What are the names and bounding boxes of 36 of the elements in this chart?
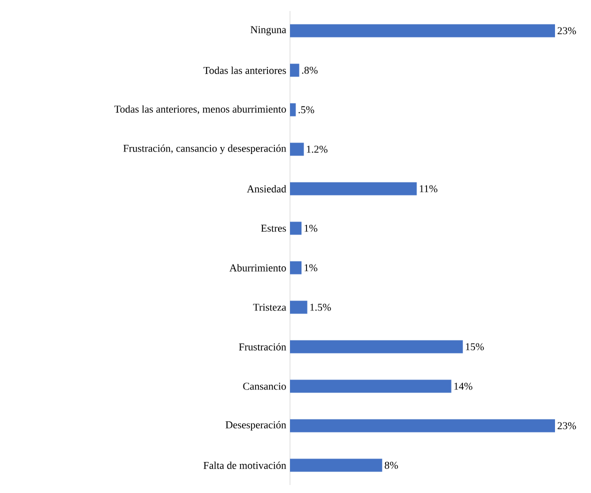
data-label: 1%	[304, 264, 318, 272]
data-label: .5%	[298, 106, 314, 114]
data-label: 8%	[384, 462, 398, 469]
y-tick-label: Tristeza	[253, 304, 286, 311]
bar	[290, 300, 308, 314]
bar	[290, 142, 304, 156]
bar	[290, 64, 300, 77]
y-tick-label: Estres	[261, 224, 286, 232]
y-tick-label: Todas las anteriores, menos aburrimiento	[114, 105, 286, 114]
bar	[290, 182, 417, 196]
data-label: 11%	[420, 185, 438, 192]
y-tick-label: Frustración	[238, 343, 286, 350]
y-tick-label: Ninguna	[250, 26, 286, 36]
y-tick-label: Frustración, cansancio y desesperación	[123, 144, 286, 154]
data-label: 1.5%	[310, 304, 331, 311]
bar	[290, 419, 556, 432]
data-label: 14%	[454, 382, 472, 390]
data-label: 1.2%	[306, 146, 328, 153]
y-tick-label: Aburrimiento	[229, 264, 286, 272]
bar	[290, 222, 302, 235]
bar	[290, 261, 302, 274]
data-label: .8%	[302, 66, 318, 74]
bar	[290, 458, 382, 472]
y-tick-label: Cansancio	[243, 382, 286, 390]
data-label: 23%	[558, 27, 576, 34]
y-tick-label: Todas las anteriores	[204, 66, 286, 74]
y-tick-label: Desesperación	[226, 421, 286, 430]
y-tick-label: Ansiedad	[246, 185, 286, 192]
bar	[290, 103, 296, 116]
y-tick-label: Falta de motivación	[204, 462, 286, 469]
data-label: 1%	[304, 224, 318, 232]
bar	[290, 340, 463, 354]
bar	[290, 380, 452, 393]
data-label: 23%	[558, 422, 576, 430]
bar	[290, 24, 556, 38]
data-label: 15%	[466, 343, 484, 350]
